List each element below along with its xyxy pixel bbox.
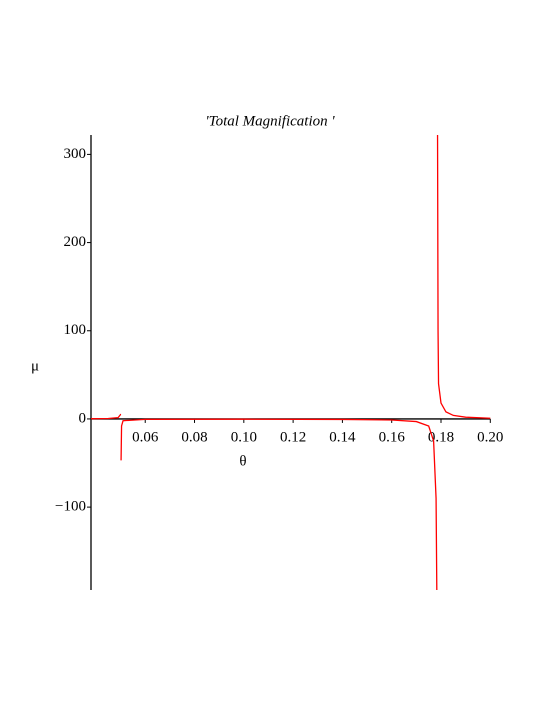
y-tick-label: −100 bbox=[55, 499, 86, 515]
y-axis-label: μ bbox=[31, 358, 39, 374]
chart-title: 'Total Magnification ' bbox=[205, 113, 335, 129]
data-line bbox=[90, 134, 491, 591]
x-tick-label: 0.18 bbox=[428, 429, 454, 445]
y-tick-label: 200 bbox=[64, 234, 87, 250]
x-axis-label: θ bbox=[239, 453, 246, 469]
x-tick-label: 0.20 bbox=[477, 429, 503, 445]
x-tick-label: 0.12 bbox=[280, 429, 306, 445]
x-tick-label: 0.16 bbox=[379, 429, 406, 445]
y-tick-label: 100 bbox=[64, 322, 87, 338]
y-tick-label: 300 bbox=[64, 146, 87, 162]
y-tick-label: 0 bbox=[79, 410, 87, 426]
x-tick-label: 0.14 bbox=[329, 429, 356, 445]
x-tick-label: 0.08 bbox=[181, 429, 207, 445]
x-tick-label: 0.10 bbox=[231, 429, 257, 445]
x-tick-label: 0.06 bbox=[132, 429, 159, 445]
